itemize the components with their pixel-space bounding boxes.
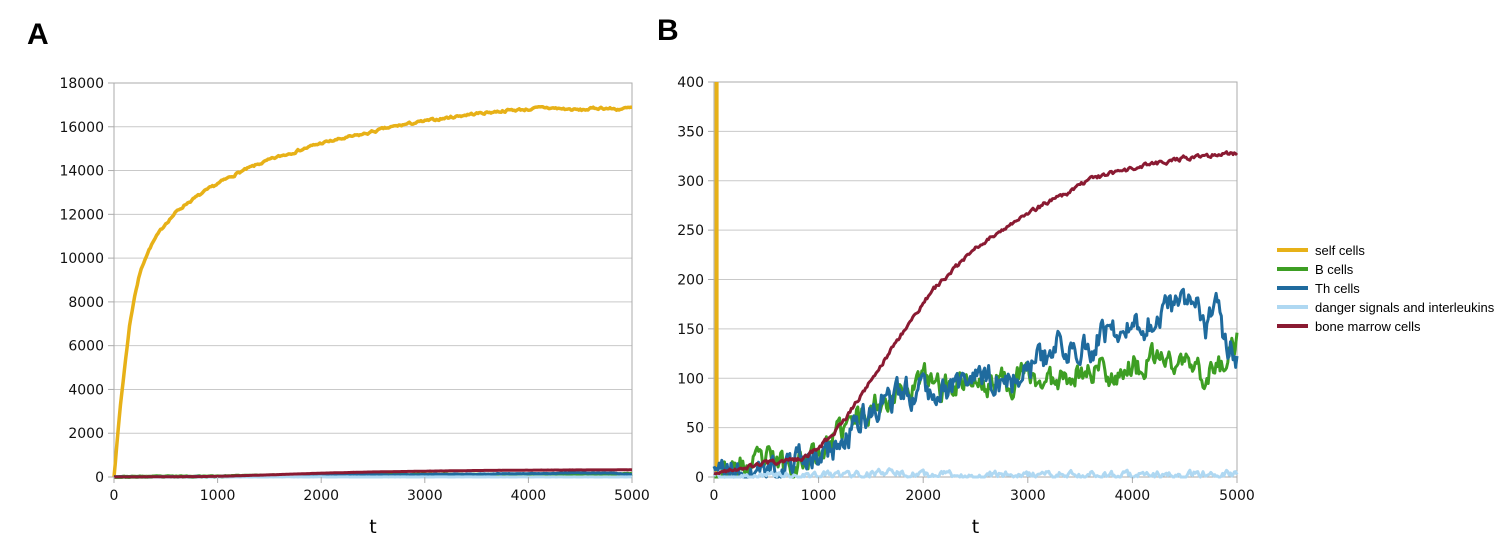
legend-label: danger signals and interleukins: [1315, 299, 1495, 315]
panel-b-x-tick-label: 2000: [905, 488, 941, 504]
panel-b-y-tick-label: 350: [677, 124, 704, 140]
legend-label: B cells: [1315, 261, 1354, 277]
panel-b-x-tick-label: 5000: [1219, 488, 1255, 504]
legend-item-bone-marrow-cells: bone marrow cells: [1277, 318, 1494, 334]
panel-b-y-tick-label: 400: [677, 75, 704, 91]
panel-a-series-line-self-cells: [112, 104, 633, 478]
panel-a-plot-area: [113, 82, 633, 478]
panel-a-y-tick-label: 12000: [59, 207, 104, 223]
panel-b-x-tick-label: 3000: [1010, 488, 1046, 504]
panel-b-series-line-b-cells: [713, 332, 1239, 479]
panel-b-y-tick-label: 100: [677, 371, 704, 387]
panel-b-x-tick-label: 0: [710, 488, 719, 504]
panel-a-y-tick-label: 10000: [59, 251, 104, 267]
panel-a-x-tick-label: 5000: [614, 488, 650, 504]
panel-b-series-line-danger-signals-and-interleukins: [712, 467, 1239, 479]
legend-item-th-cells: Th cells: [1277, 280, 1494, 296]
panel-b-y-tick-label: 300: [677, 174, 704, 190]
legend-swatch-self-cells: [1277, 248, 1308, 252]
panel-a-x-tick-label: 3000: [407, 488, 443, 504]
panel-b-y-tick-label: 150: [677, 322, 704, 338]
panel-a-y-tick-label: 2000: [68, 426, 104, 442]
panel-a-x-tick-label: 4000: [511, 488, 547, 504]
panel-a-x-tick-label: 1000: [200, 488, 236, 504]
panel-a-x-tick-label: 2000: [303, 488, 339, 504]
panel-a-y-tick-label: 14000: [59, 164, 104, 180]
legend-item-self-cells: self cells: [1277, 242, 1494, 258]
legend-swatch-th-cells: [1277, 286, 1308, 290]
legend-item-b-cells: B cells: [1277, 261, 1494, 277]
panel-a-label: A: [27, 18, 49, 51]
panel-b-y-tick-label: 50: [686, 421, 704, 437]
panel-b-series-line-th-cells: [712, 287, 1239, 479]
panel-b-x-axis-title: t: [972, 516, 979, 538]
panel-b-x-tick-label: 1000: [801, 488, 837, 504]
panel-b-y-tick-label: 250: [677, 223, 704, 239]
panel-a-x-tick-label: 0: [110, 488, 119, 504]
panel-a-y-tick-label: 18000: [59, 76, 104, 92]
panel-b-y-tick-label: 200: [677, 273, 704, 289]
panel-a-y-tick-label: 0: [95, 470, 104, 486]
legend-label: bone marrow cells: [1315, 318, 1421, 334]
panel-b-x-tick-label: 4000: [1115, 488, 1151, 504]
legend-label: Th cells: [1315, 280, 1360, 296]
panel-b-series-line-bone-marrow-cells: [713, 150, 1239, 476]
panel-a-y-tick-label: 6000: [68, 339, 104, 355]
panel-a-series-line-bone-marrow-cells: [113, 468, 633, 479]
legend-swatch-b-cells: [1277, 267, 1308, 271]
panel-a-x-axis-title: t: [369, 516, 376, 538]
legend-swatch-danger-signals-and-interleukins: [1277, 305, 1308, 309]
panel-a-y-tick-label: 4000: [68, 382, 104, 398]
panel-a-y-tick-label: 16000: [59, 120, 104, 136]
legend-label: self cells: [1315, 242, 1365, 258]
panel-b-label: B: [657, 14, 679, 47]
legend: self cells B cells Th cells danger signals …: [1277, 242, 1495, 334]
legend-swatch-bone-marrow-cells: [1277, 324, 1308, 328]
panel-b-y-tick-label: 0: [695, 470, 704, 486]
legend-item-danger-signals-and-interleukins: danger signals and interleukins: [1277, 299, 1495, 315]
panel-a-y-tick-label: 8000: [68, 295, 104, 311]
